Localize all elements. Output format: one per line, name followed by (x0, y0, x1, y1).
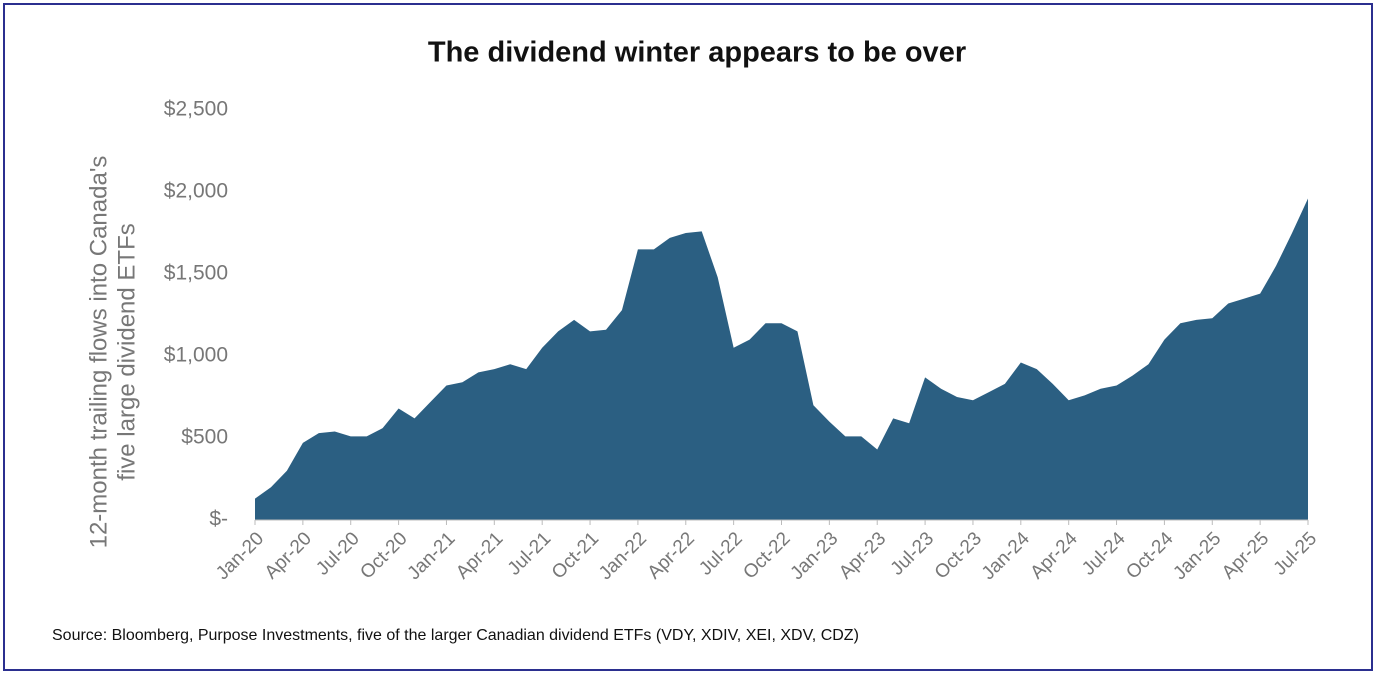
y-tick-label: $2,500 (164, 98, 228, 121)
y-tick-label: $- (209, 508, 228, 531)
y-axis-title-line: 12-month trailing flows into Canada's (85, 156, 112, 549)
y-axis-title: 12-month trailing flows into Canada's fi… (85, 156, 140, 549)
y-tick-label: $500 (181, 426, 228, 449)
y-tick-label: $1,500 (164, 262, 228, 285)
chart-title: The dividend winter appears to be over (428, 37, 966, 69)
area (255, 198, 1308, 520)
y-tick-label: $1,000 (164, 344, 228, 367)
source-note: Source: Bloomberg, Purpose Investments, … (52, 627, 859, 644)
y-tick-label: $2,000 (164, 180, 228, 203)
y-axis-title-line: five large dividend ETFs (113, 223, 140, 480)
